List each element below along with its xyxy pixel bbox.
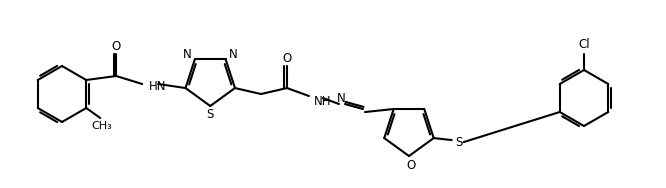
Text: N: N [182, 49, 191, 61]
Text: Cl: Cl [578, 39, 590, 52]
Text: S: S [455, 136, 462, 149]
Text: HN: HN [149, 80, 166, 92]
Text: O: O [406, 158, 416, 171]
Text: CH₃: CH₃ [92, 121, 113, 131]
Text: S: S [206, 108, 214, 121]
Text: N: N [229, 49, 238, 61]
Text: O: O [112, 39, 121, 52]
Text: NH: NH [314, 95, 332, 108]
Text: O: O [282, 52, 292, 64]
Text: N: N [336, 92, 346, 105]
